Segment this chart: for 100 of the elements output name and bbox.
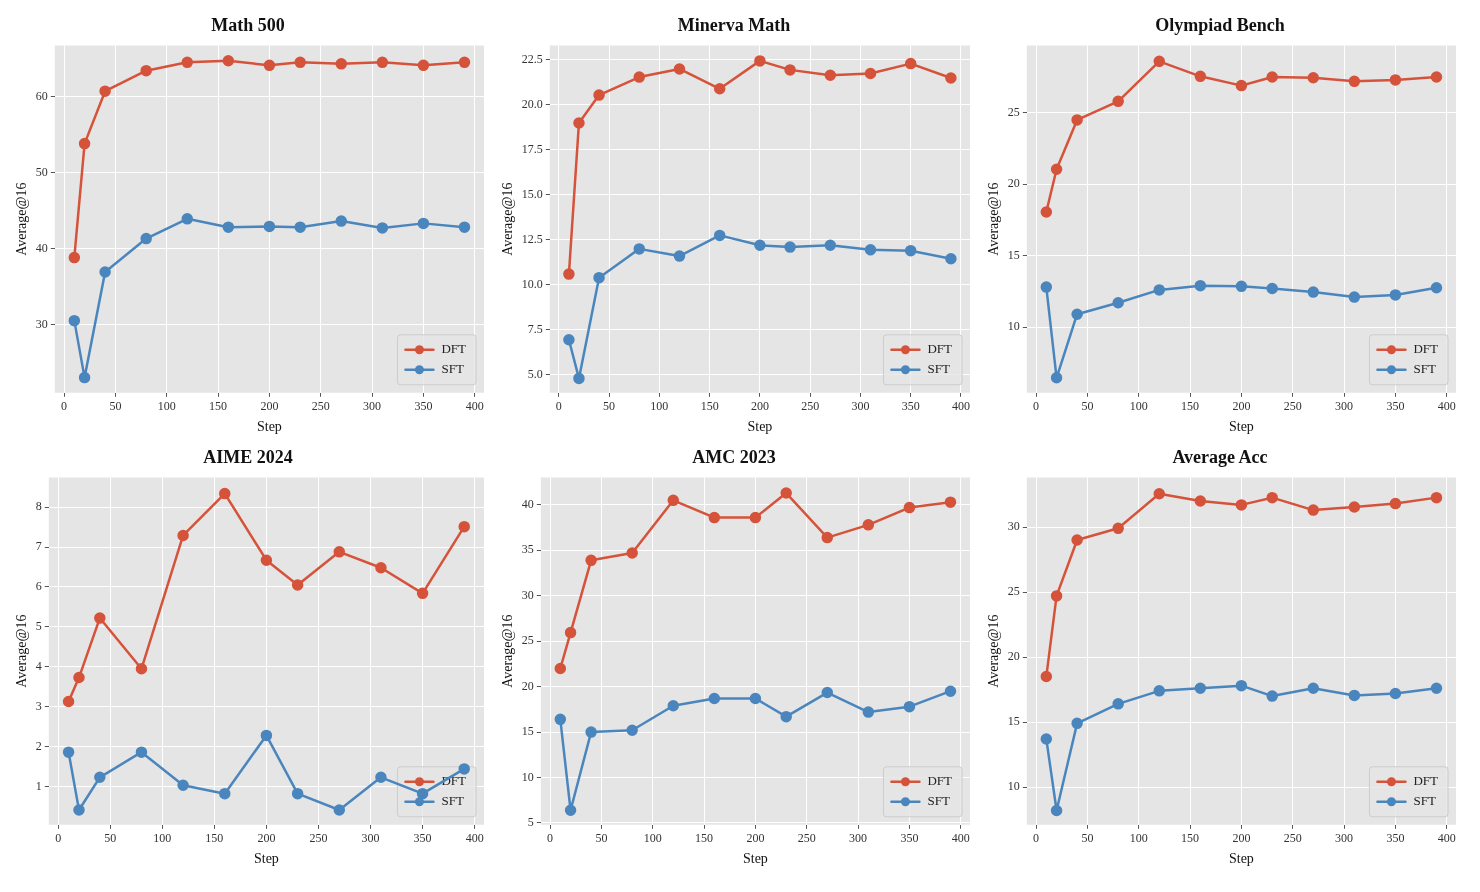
point (1050, 590, 1063, 602)
y-tick-label: 5.0 (527, 366, 543, 381)
point (564, 804, 577, 817)
y-tick-label: 20 (521, 678, 534, 693)
chart-title: Average Acc (1172, 447, 1268, 468)
y-tick-label: 10 (521, 769, 534, 784)
x-tick-label: 300 (363, 399, 382, 414)
y-tick-label: 7 (35, 539, 42, 554)
x-tick-label: 150 (1181, 831, 1200, 846)
x-tick-label: 350 (414, 399, 433, 414)
point (94, 612, 106, 624)
chart-title: Math 500 (211, 15, 285, 36)
point (294, 221, 306, 233)
y-tick-label: 4 (35, 658, 42, 673)
point (1430, 682, 1443, 695)
point (1071, 717, 1083, 730)
y-tick-label: 40 (35, 240, 48, 255)
x-axis-title: Step (1228, 851, 1254, 867)
y-axis-title: Average@16 (986, 614, 1002, 688)
point (1112, 522, 1124, 535)
point (1430, 71, 1443, 83)
x-axis-title: Step (256, 419, 282, 435)
point (708, 692, 721, 705)
x-tick-label: 50 (1081, 831, 1094, 846)
point (667, 699, 680, 712)
point (1050, 804, 1063, 817)
y-tick-label: 20.0 (521, 97, 543, 112)
point (903, 700, 916, 713)
x-tick-label: 200 (257, 831, 276, 846)
x-tick-label: 300 (849, 831, 868, 846)
y-axis-title: Average@16 (500, 182, 516, 256)
x-tick-label: 300 (1335, 831, 1354, 846)
x-tick-label: 300 (361, 831, 380, 846)
point (294, 56, 306, 69)
y-tick-label: 40 (521, 497, 534, 512)
y-tick-label: 10.0 (521, 277, 543, 292)
point (219, 487, 231, 500)
x-tick-label: 200 (1232, 399, 1251, 414)
point (1153, 685, 1166, 697)
point (140, 64, 152, 77)
point (1266, 282, 1278, 295)
x-tick-label: 350 (1386, 831, 1405, 846)
x-axis-title: Step (747, 419, 773, 435)
point (1307, 286, 1320, 298)
point (563, 268, 575, 280)
x-tick-label: 50 (1081, 399, 1094, 414)
point (1153, 487, 1166, 500)
y-tick-label: 15 (1007, 714, 1020, 729)
x-tick-label: 100 (643, 831, 662, 846)
point (593, 89, 605, 101)
x-tick-label: 0 (61, 399, 68, 414)
point (1266, 491, 1278, 504)
y-tick-label: 25 (1007, 104, 1020, 119)
point (754, 239, 766, 252)
y-tick-label: 17.5 (521, 142, 543, 157)
y-tick-label: 30 (1007, 519, 1020, 534)
point (1430, 282, 1443, 294)
y-tick-label: 15 (1007, 247, 1020, 262)
point (1389, 687, 1402, 700)
y-axis-title: Average@16 (14, 182, 30, 256)
point (417, 217, 430, 230)
x-tick-label: 50 (109, 399, 122, 414)
point (904, 244, 917, 257)
point (222, 55, 235, 67)
point (1348, 501, 1361, 513)
point (416, 587, 429, 600)
x-tick-label: 250 (1283, 399, 1302, 414)
legend-label: SFT (1413, 361, 1436, 377)
y-tick-label: 10 (1007, 319, 1020, 334)
legend-label: DFT (927, 341, 953, 357)
x-tick-label: 150 (209, 399, 228, 414)
point (260, 729, 273, 742)
point (945, 72, 957, 84)
point (375, 771, 387, 784)
y-axis-title: Average@16 (14, 614, 30, 688)
point (824, 69, 837, 82)
x-tick-label: 50 (603, 399, 616, 414)
point (713, 229, 726, 242)
x-tick-label: 400 (951, 399, 970, 414)
x-tick-label: 400 (951, 831, 970, 846)
x-tick-label: 300 (1335, 399, 1354, 414)
point (1040, 281, 1053, 293)
point (1040, 733, 1053, 745)
x-tick-label: 150 (700, 399, 719, 414)
y-tick-label: 20 (1007, 649, 1020, 664)
x-tick-label: 250 (801, 399, 820, 414)
x-tick-label: 350 (900, 831, 919, 846)
point (222, 221, 235, 233)
point (554, 713, 567, 726)
y-tick-label: 60 (35, 88, 48, 103)
point (177, 529, 189, 542)
x-tick-label: 250 (311, 399, 330, 414)
point (62, 746, 75, 758)
x-tick-label: 400 (465, 831, 484, 846)
x-tick-label: 350 (413, 831, 432, 846)
y-tick-label: 25 (521, 633, 534, 648)
x-tick-label: 200 (746, 831, 765, 846)
point (563, 333, 575, 346)
x-tick-label: 400 (465, 399, 484, 414)
point (749, 692, 762, 705)
